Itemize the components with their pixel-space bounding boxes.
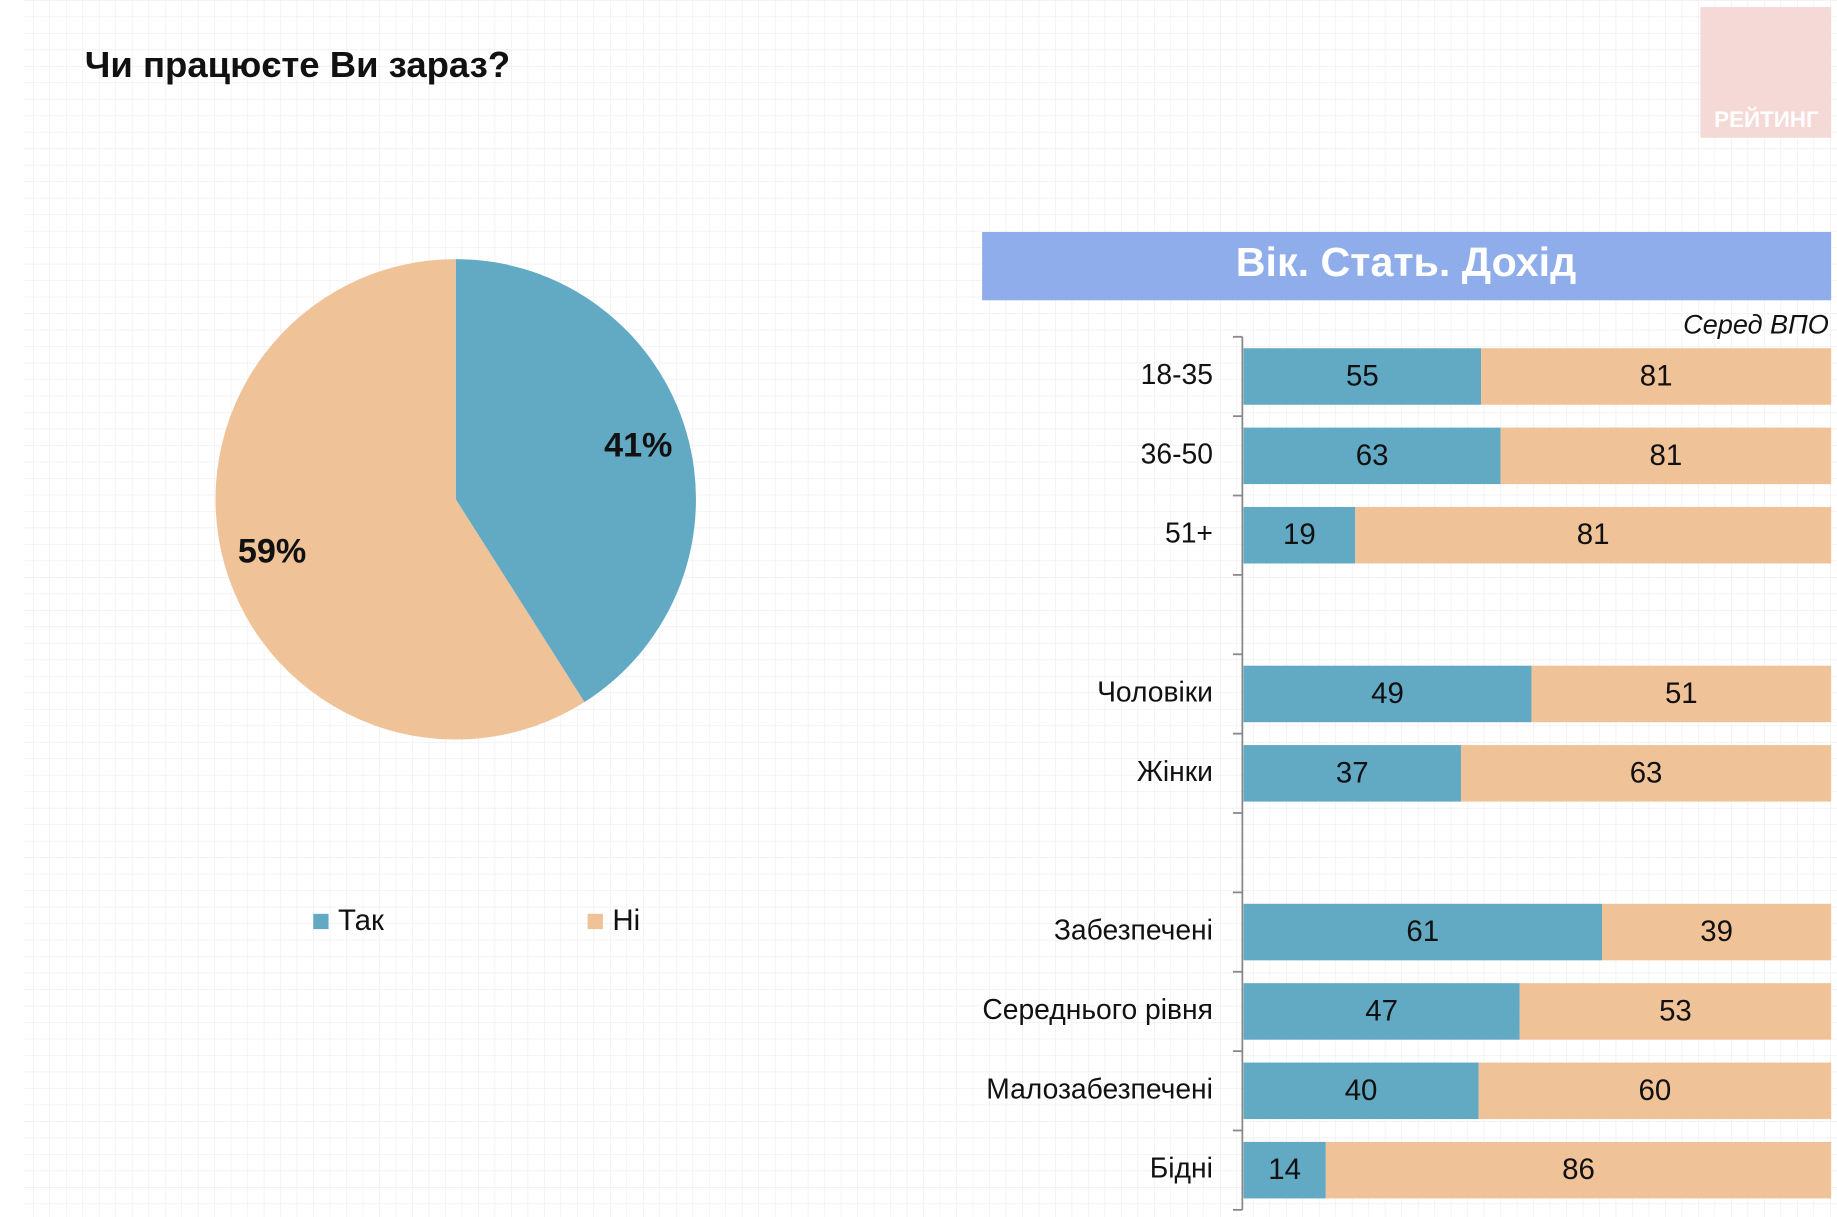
legend-label: Так bbox=[338, 904, 385, 937]
bar-segment bbox=[1500, 427, 1832, 485]
pie-slice bbox=[455, 259, 696, 703]
legend-label: Ні bbox=[612, 904, 640, 937]
bar-segment bbox=[1460, 745, 1832, 802]
y-tick-label: 18-35 bbox=[1141, 358, 1213, 390]
legend-swatch bbox=[313, 913, 329, 930]
bar-segment bbox=[1481, 348, 1832, 405]
bar-segment bbox=[1243, 1141, 1326, 1199]
data-label: 55 bbox=[1346, 359, 1379, 392]
data-label: 81 bbox=[1650, 439, 1683, 472]
data-label: 14 bbox=[1268, 1153, 1301, 1186]
data-label: 63 bbox=[1630, 756, 1663, 789]
pie-slice bbox=[215, 259, 585, 740]
header-band bbox=[982, 231, 1832, 301]
y-tick-label: Середнього рівня bbox=[982, 993, 1213, 1025]
bar-segment bbox=[1243, 1062, 1479, 1120]
bar-segment bbox=[1243, 427, 1501, 485]
y-tick-label: Малозабезпечені bbox=[986, 1072, 1213, 1104]
data-label: 39 bbox=[1700, 915, 1733, 948]
data-label: 81 bbox=[1577, 518, 1610, 551]
data-label: 63 bbox=[1356, 439, 1389, 472]
data-label: 59% bbox=[238, 532, 306, 570]
data-label: 49 bbox=[1371, 677, 1404, 710]
logo-box bbox=[1700, 7, 1832, 138]
bar-segment bbox=[1243, 745, 1461, 802]
bar-segment bbox=[1519, 983, 1832, 1040]
data-label: 53 bbox=[1659, 994, 1692, 1027]
data-label: 41% bbox=[604, 427, 672, 465]
data-label: 19 bbox=[1283, 518, 1316, 551]
y-tick-label: Жінки bbox=[1137, 755, 1213, 787]
bar-segment bbox=[1478, 1062, 1832, 1120]
data-label: 61 bbox=[1406, 915, 1439, 948]
bar-segment bbox=[1243, 903, 1602, 961]
data-label: 51 bbox=[1665, 677, 1698, 710]
logo: РЕЙТИНГ bbox=[1714, 107, 1819, 132]
data-label: 60 bbox=[1639, 1074, 1672, 1107]
bar-segment bbox=[1355, 506, 1832, 564]
data-label: 47 bbox=[1365, 994, 1398, 1027]
bar-segment bbox=[1243, 665, 1532, 723]
chart-title: Чи працюєте Ви зараз? bbox=[85, 44, 510, 85]
bar-segment bbox=[1601, 903, 1832, 961]
data-label: 86 bbox=[1562, 1153, 1595, 1186]
bar-segment bbox=[1243, 506, 1356, 564]
y-tick-label: Чоловіки bbox=[1097, 675, 1213, 707]
y-tick-label: Бідні bbox=[1150, 1152, 1213, 1184]
y-tick-label: 36-50 bbox=[1141, 437, 1213, 469]
bar-segment bbox=[1325, 1141, 1832, 1199]
bar-segment bbox=[1243, 348, 1482, 405]
bar-segment bbox=[1243, 983, 1520, 1040]
bar-chart-title: Вік. Стать. Дохід bbox=[1236, 239, 1577, 285]
y-tick-label: Забезпечені bbox=[1054, 914, 1213, 946]
legend-swatch bbox=[587, 913, 603, 930]
data-label: 81 bbox=[1640, 359, 1673, 392]
bar-segment bbox=[1531, 665, 1832, 723]
data-label: 37 bbox=[1336, 756, 1369, 789]
data-label: 40 bbox=[1345, 1074, 1378, 1107]
y-tick-label: 51+ bbox=[1165, 517, 1213, 549]
subtitle: Серед ВПО bbox=[1683, 308, 1829, 339]
